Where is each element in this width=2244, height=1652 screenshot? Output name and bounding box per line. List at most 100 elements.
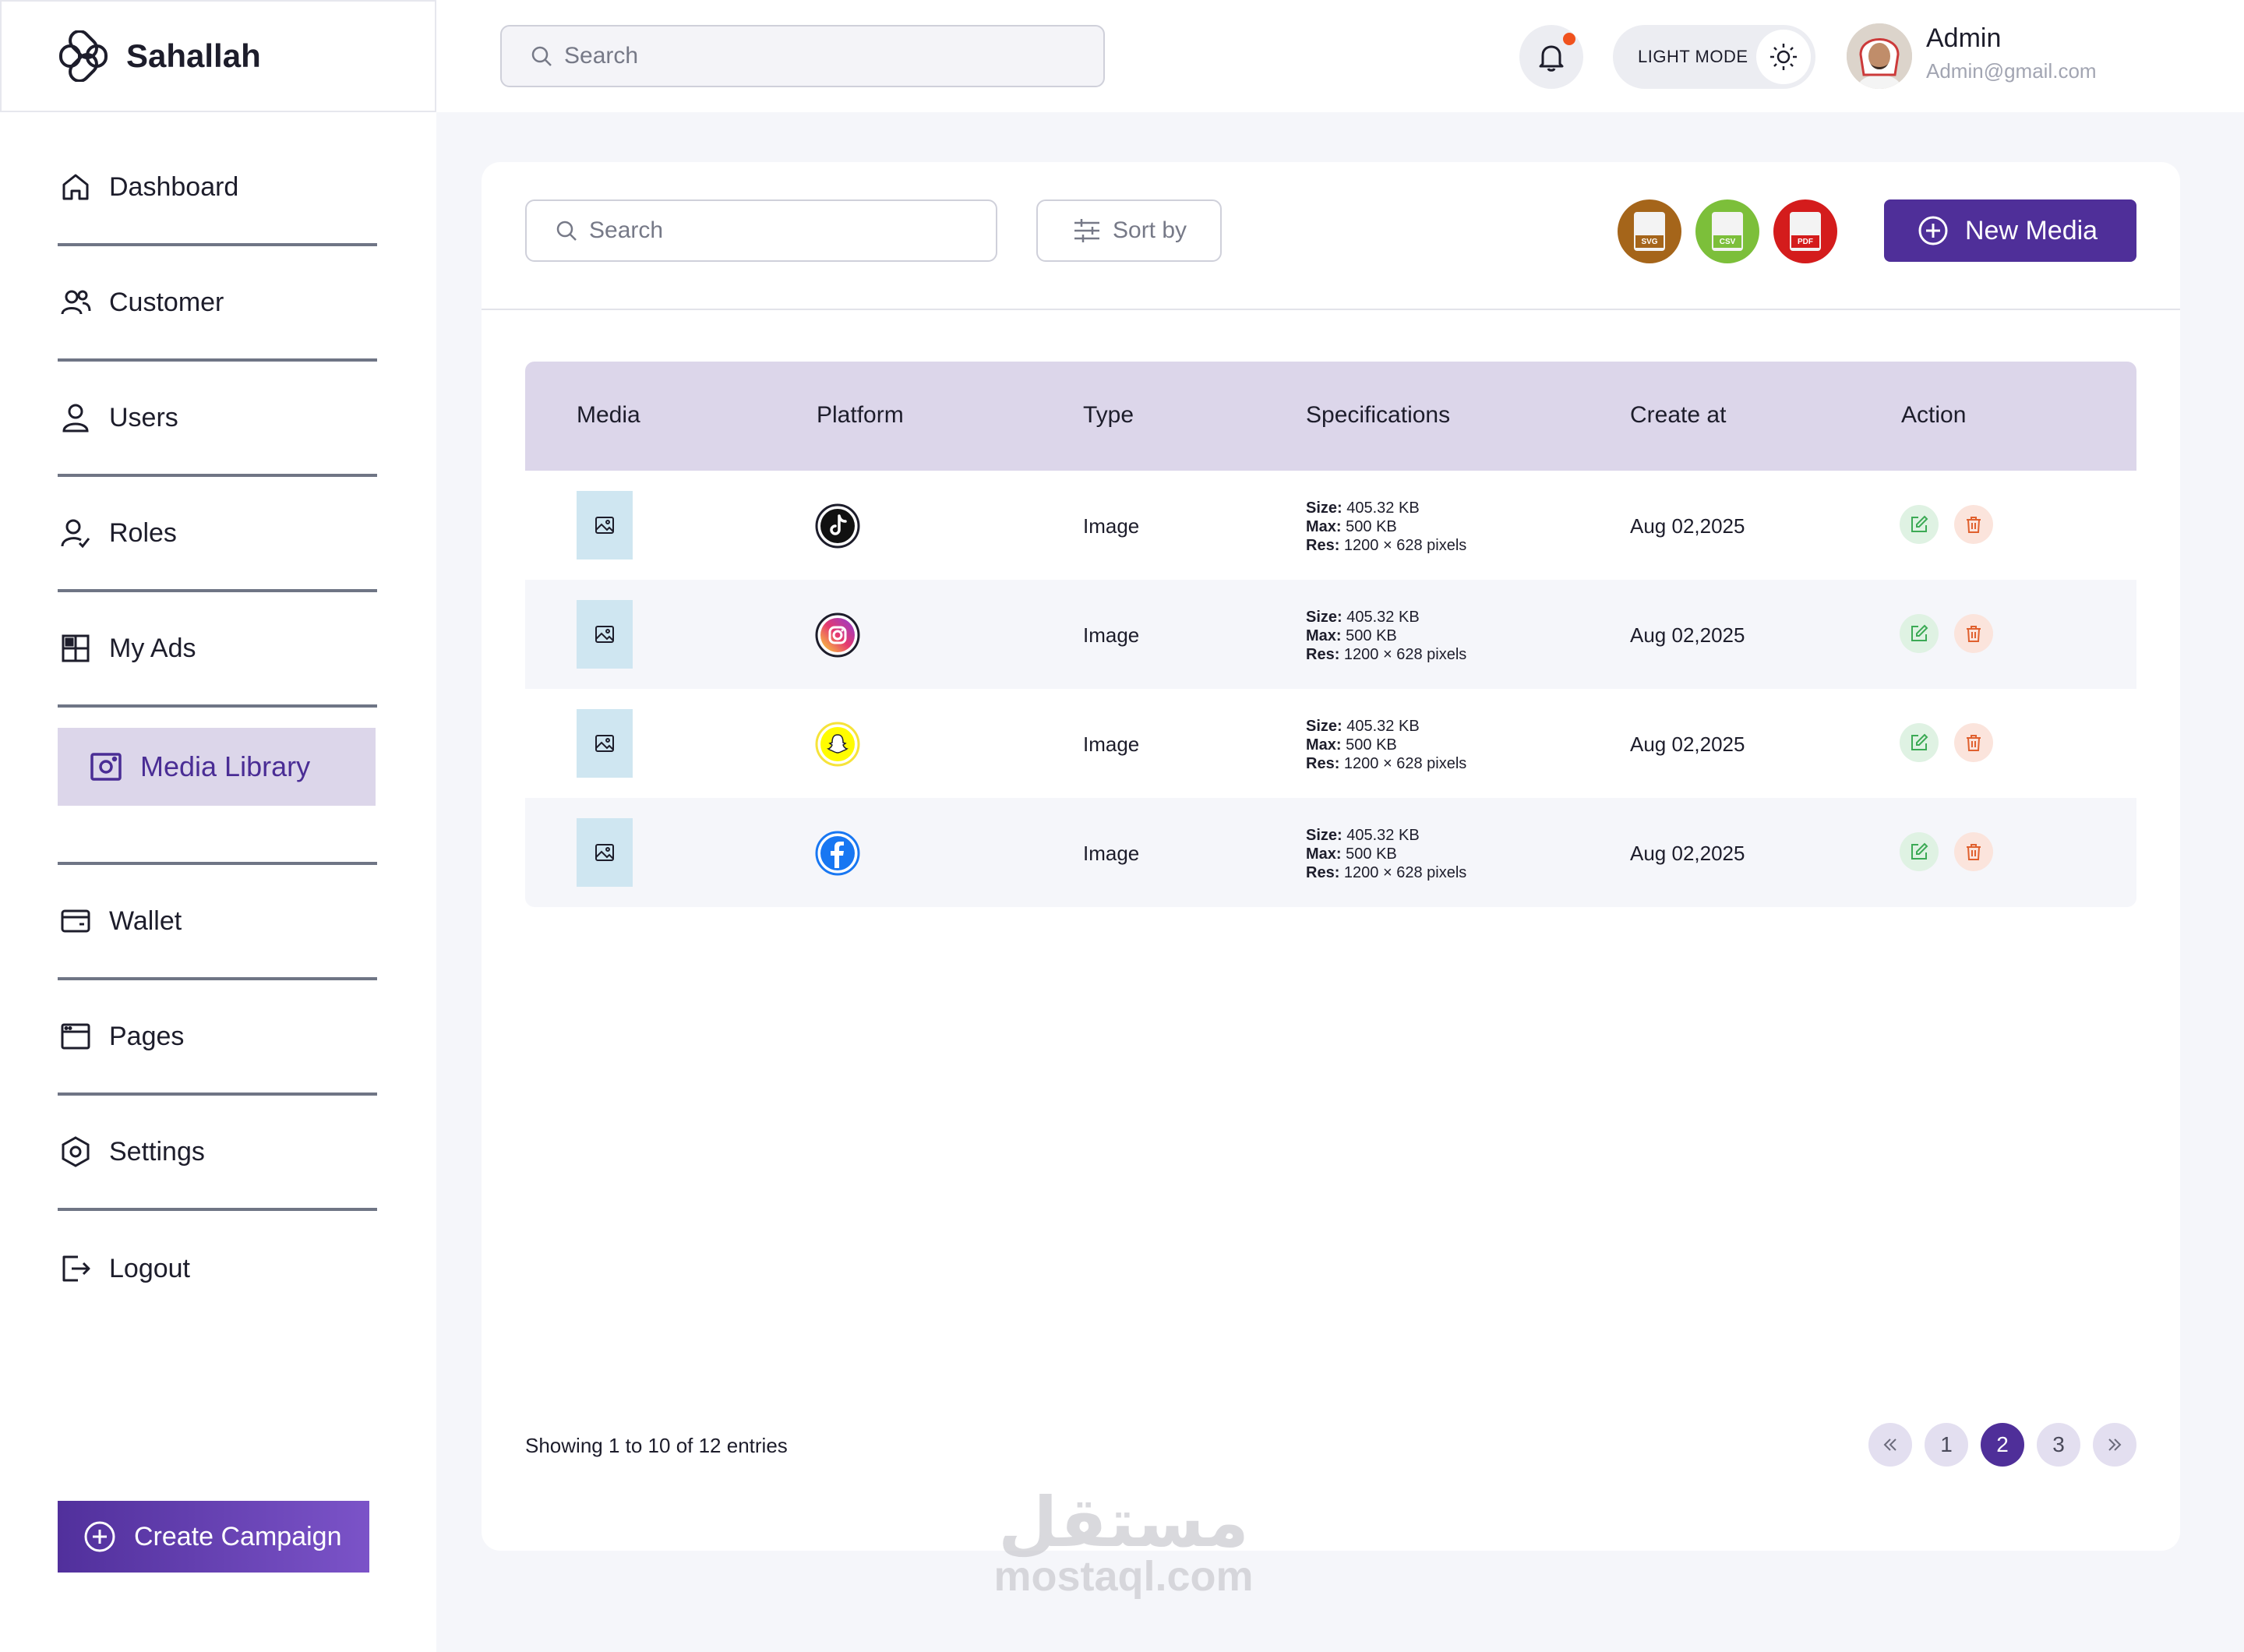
new-media-button[interactable]: New Media (1884, 199, 2136, 262)
media-search-input[interactable]: Search (525, 199, 997, 262)
sidebar-item-my-ads[interactable]: My Ads (58, 592, 377, 708)
column-header-specifications[interactable]: Specifications (1306, 402, 1451, 428)
sidebar-item-wallet[interactable]: Wallet (58, 865, 377, 980)
table-row[interactable]: Image Size: 405.32 KB Max: 500 KB Res: 1… (525, 471, 2136, 580)
global-search-input[interactable]: Search (500, 25, 1105, 87)
column-header-action: Action (1901, 402, 1967, 428)
theme-toggle[interactable]: LIGHT MODE (1613, 25, 1815, 89)
sidebar-item-label: Wallet (109, 905, 182, 936)
sidebar-item-media-library[interactable]: Media Library (58, 708, 377, 865)
media-type: Image (1083, 842, 1140, 865)
search-icon (556, 221, 577, 241)
media-specifications: Size: 405.32 KB Max: 500 KB Res: 1200 × … (1306, 609, 1467, 663)
sidebar-item-active[interactable]: Media Library (58, 728, 376, 806)
table-row[interactable]: Image Size: 405.32 KB Max: 500 KB Res: 1… (525, 689, 2136, 798)
edit-icon (1911, 842, 1928, 860)
media-specifications: Size: 405.32 KB Max: 500 KB Res: 1200 × … (1306, 499, 1467, 554)
pdf-file-icon: PDF (1790, 212, 1821, 251)
file-type-label: PDF (1791, 235, 1819, 248)
create-campaign-button[interactable]: Create Campaign (58, 1501, 369, 1573)
sidebar-item-label: Customer (109, 287, 224, 317)
media-thumbnail[interactable] (577, 818, 633, 887)
column-header-media[interactable]: Media (577, 402, 640, 428)
customers-icon (61, 290, 91, 315)
media-type: Image (1083, 514, 1140, 538)
media-specifications: Size: 405.32 KB Max: 500 KB Res: 1200 × … (1306, 718, 1467, 772)
edit-button[interactable] (1900, 614, 1939, 653)
sliders-icon (1074, 219, 1099, 242)
created-date: Aug 02,2025 (1630, 514, 1745, 538)
sidebar-item-pages[interactable]: Pages (58, 980, 377, 1096)
media-thumbnail[interactable] (577, 709, 633, 778)
settings-hex-icon (62, 1136, 90, 1167)
delete-button[interactable] (1954, 505, 1993, 544)
media-specifications: Size: 405.32 KB Max: 500 KB Res: 1200 × … (1306, 827, 1467, 881)
delete-button[interactable] (1954, 723, 1993, 762)
sidebar-item-roles[interactable]: Roles (58, 477, 377, 592)
edit-button[interactable] (1900, 723, 1939, 762)
column-header-create-at[interactable]: Create at (1630, 402, 1727, 428)
media-thumbnail[interactable] (577, 491, 633, 559)
image-frame-icon (90, 753, 122, 781)
media-type: Image (1083, 623, 1140, 647)
user-check-icon (61, 519, 90, 549)
csv-file-icon: CSV (1712, 212, 1743, 251)
csv-filter-button[interactable]: CSV (1695, 199, 1759, 263)
brand-name: Sahallah (126, 37, 261, 74)
table-row[interactable]: Image Size: 405.32 KB Max: 500 KB Res: 1… (525, 580, 2136, 689)
sidebar-item-label: Settings (109, 1136, 205, 1167)
pdf-filter-button[interactable]: PDF (1773, 199, 1837, 263)
table-header: Media Platform Type Specifications Creat… (525, 362, 2136, 471)
sun-icon (1756, 30, 1811, 84)
created-date: Aug 02,2025 (1630, 842, 1745, 865)
image-icon (595, 735, 614, 752)
snapchat-icon (815, 722, 860, 767)
sort-label: Sort by (1113, 217, 1187, 243)
entries-summary: Showing 1 to 10 of 12 entries (525, 1434, 788, 1457)
svg-filter-button[interactable]: SVG (1618, 199, 1681, 263)
sidebar-item-users[interactable]: Users (58, 362, 377, 477)
notifications-button[interactable] (1519, 25, 1583, 89)
wallet-icon (61, 909, 90, 933)
sidebar-item-customer[interactable]: Customer (58, 246, 377, 362)
edit-icon (1911, 624, 1928, 641)
sort-button[interactable]: Sort by (1036, 199, 1222, 262)
sidebar-item-label: Logout (109, 1253, 190, 1283)
table-row[interactable]: Image Size: 405.32 KB Max: 500 KB Res: 1… (525, 798, 2136, 907)
image-icon (595, 517, 614, 534)
delete-button[interactable] (1954, 832, 1993, 871)
topbar: Search LIGHT MODE Admin Admin@gmail.com (436, 0, 2244, 112)
sidebar-item-logout[interactable]: Logout (58, 1211, 377, 1326)
brand-logo-icon (59, 30, 108, 82)
trash-icon (1967, 626, 1981, 642)
search-icon (531, 46, 552, 66)
media-thumbnail[interactable] (577, 600, 633, 669)
double-chevron-right-icon (2108, 1438, 2122, 1451)
card-toolbar: Search Sort by SVG CSV PDF New Media (482, 162, 2180, 310)
last-page-button[interactable] (2093, 1423, 2136, 1467)
edit-button[interactable] (1900, 505, 1939, 544)
column-header-platform[interactable]: Platform (817, 402, 904, 428)
brand[interactable]: Sahallah (0, 0, 436, 112)
svg-file-icon: SVG (1634, 212, 1665, 251)
double-chevron-left-icon (1883, 1438, 1896, 1451)
facebook-icon (815, 831, 860, 876)
plus-circle-icon (1918, 216, 1948, 245)
new-media-label: New Media (1965, 215, 2098, 245)
user-icon (62, 404, 89, 432)
first-page-button[interactable] (1868, 1423, 1912, 1467)
search-placeholder: Search (564, 43, 639, 69)
column-header-type[interactable]: Type (1083, 402, 1134, 428)
page-button-2[interactable]: 2 (1981, 1423, 2024, 1467)
page-button-1[interactable]: 1 (1925, 1423, 1968, 1467)
delete-button[interactable] (1954, 614, 1993, 653)
image-icon (595, 844, 614, 861)
image-icon (595, 626, 614, 643)
user-name: Admin (1926, 23, 2002, 53)
sidebar-item-dashboard[interactable]: Dashboard (58, 131, 377, 246)
bell-icon (1539, 45, 1564, 72)
sidebar-item-settings[interactable]: Settings (58, 1096, 377, 1211)
edit-button[interactable] (1900, 832, 1939, 871)
avatar[interactable] (1847, 23, 1912, 89)
page-button-3[interactable]: 3 (2037, 1423, 2080, 1467)
